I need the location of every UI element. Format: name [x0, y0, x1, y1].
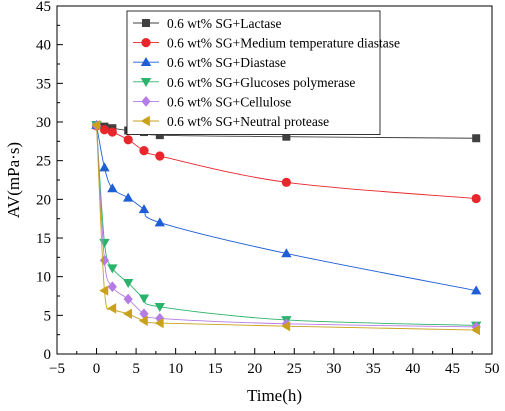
- data-point: [122, 279, 134, 289]
- y-tick-label: 30: [36, 115, 51, 131]
- x-tick-label: 30: [326, 361, 341, 377]
- data-point: [122, 192, 134, 202]
- data-point: [281, 320, 291, 332]
- legend-item: 0.6 wt% SG+Lactase: [133, 16, 281, 31]
- data-point: [281, 248, 292, 258]
- y-tick-label: 25: [36, 154, 51, 170]
- data-point: [91, 119, 101, 131]
- legend-label: 0.6 wt% SG+Glucoses polymerase: [167, 75, 355, 90]
- legend-item: 0.6 wt% SG+Medium temperature diastase: [133, 36, 400, 51]
- series-5: [91, 120, 481, 333]
- y-tick-label: 15: [36, 231, 51, 247]
- legend-marker: [140, 78, 152, 87]
- x-tick-label: 20: [247, 361, 262, 377]
- legend-item: 0.6 wt% SG+Cellulose: [133, 94, 291, 109]
- legend-item: 0.6 wt% SG+Diastase: [133, 55, 286, 70]
- data-point: [107, 183, 118, 193]
- series-layer: [91, 119, 482, 336]
- data-point: [472, 134, 481, 143]
- x-tick-label: 5: [132, 361, 140, 377]
- series-line: [96, 125, 477, 331]
- legend-marker: [140, 57, 152, 66]
- x-tick-label: 35: [366, 361, 381, 377]
- legend-label: 0.6 wt% SG+Medium temperature diastase: [167, 36, 400, 51]
- y-tick-label: 20: [36, 192, 51, 208]
- data-point: [470, 285, 482, 295]
- y-tick-label: 35: [36, 76, 51, 92]
- data-point: [281, 177, 291, 187]
- data-point: [139, 146, 149, 156]
- legend-item: 0.6 wt% SG+Neutral protease: [133, 114, 329, 129]
- legend-label: 0.6 wt% SG+Diastase: [167, 55, 286, 70]
- legend: 0.6 wt% SG+Lactase 0.6 wt% SG+Medium temp…: [126, 10, 400, 135]
- y-tick-label: 45: [36, 0, 51, 15]
- data-point: [107, 127, 117, 137]
- data-point: [138, 294, 150, 304]
- legend-marker: [142, 19, 150, 27]
- data-point: [123, 135, 133, 145]
- x-tick-label: −5: [49, 361, 65, 377]
- data-point: [99, 255, 110, 266]
- data-point: [99, 238, 110, 248]
- data-point: [154, 217, 166, 227]
- data-point: [99, 285, 109, 296]
- data-point: [154, 317, 164, 329]
- y-tick-label: 10: [36, 270, 51, 286]
- x-tick-label: 40: [405, 361, 420, 377]
- data-point: [107, 303, 117, 314]
- data-point: [154, 303, 166, 313]
- data-point: [471, 193, 481, 204]
- series-line: [96, 125, 477, 292]
- series-6: [91, 119, 480, 336]
- y-tick-label: 40: [36, 38, 51, 54]
- legend-marker: [141, 96, 151, 107]
- data-point: [155, 151, 165, 161]
- data-point: [470, 324, 480, 336]
- x-axis-title: Time(h): [247, 386, 302, 405]
- legend-label: 0.6 wt% SG+Cellulose: [167, 94, 291, 109]
- legend-label: 0.6 wt% SG+Neutral protease: [167, 114, 329, 129]
- x-tick-label: 10: [168, 361, 183, 377]
- x-tick-label: 15: [208, 361, 223, 377]
- y-axis-title: AV(mPa·s): [4, 142, 23, 218]
- data-point: [122, 308, 132, 319]
- series-line: [96, 125, 477, 326]
- x-tick-label: 50: [485, 361, 500, 377]
- series-4: [91, 121, 482, 331]
- data-point: [99, 162, 110, 172]
- series-line: [96, 125, 477, 328]
- legend-marker: [141, 38, 151, 48]
- data-point: [123, 293, 133, 305]
- data-point: [138, 204, 150, 214]
- data-point: [282, 132, 291, 141]
- x-tick-label: 25: [287, 361, 302, 377]
- data-point: [155, 131, 164, 140]
- legend-label: 0.6 wt% SG+Lactase: [167, 16, 281, 31]
- legend-marker: [140, 115, 150, 127]
- x-tick-label: 0: [93, 361, 101, 377]
- data-point: [138, 315, 148, 326]
- legend-item: 0.6 wt% SG+Glucoses polymerase: [133, 75, 355, 90]
- data-point: [107, 281, 117, 293]
- data-point: [107, 264, 118, 274]
- y-tick-label: 5: [44, 308, 52, 324]
- legend-box: [126, 10, 381, 135]
- series-3: [91, 119, 482, 295]
- y-tick-label: 0: [44, 347, 52, 363]
- x-tick-label: 45: [445, 361, 460, 377]
- data-point: [99, 125, 110, 135]
